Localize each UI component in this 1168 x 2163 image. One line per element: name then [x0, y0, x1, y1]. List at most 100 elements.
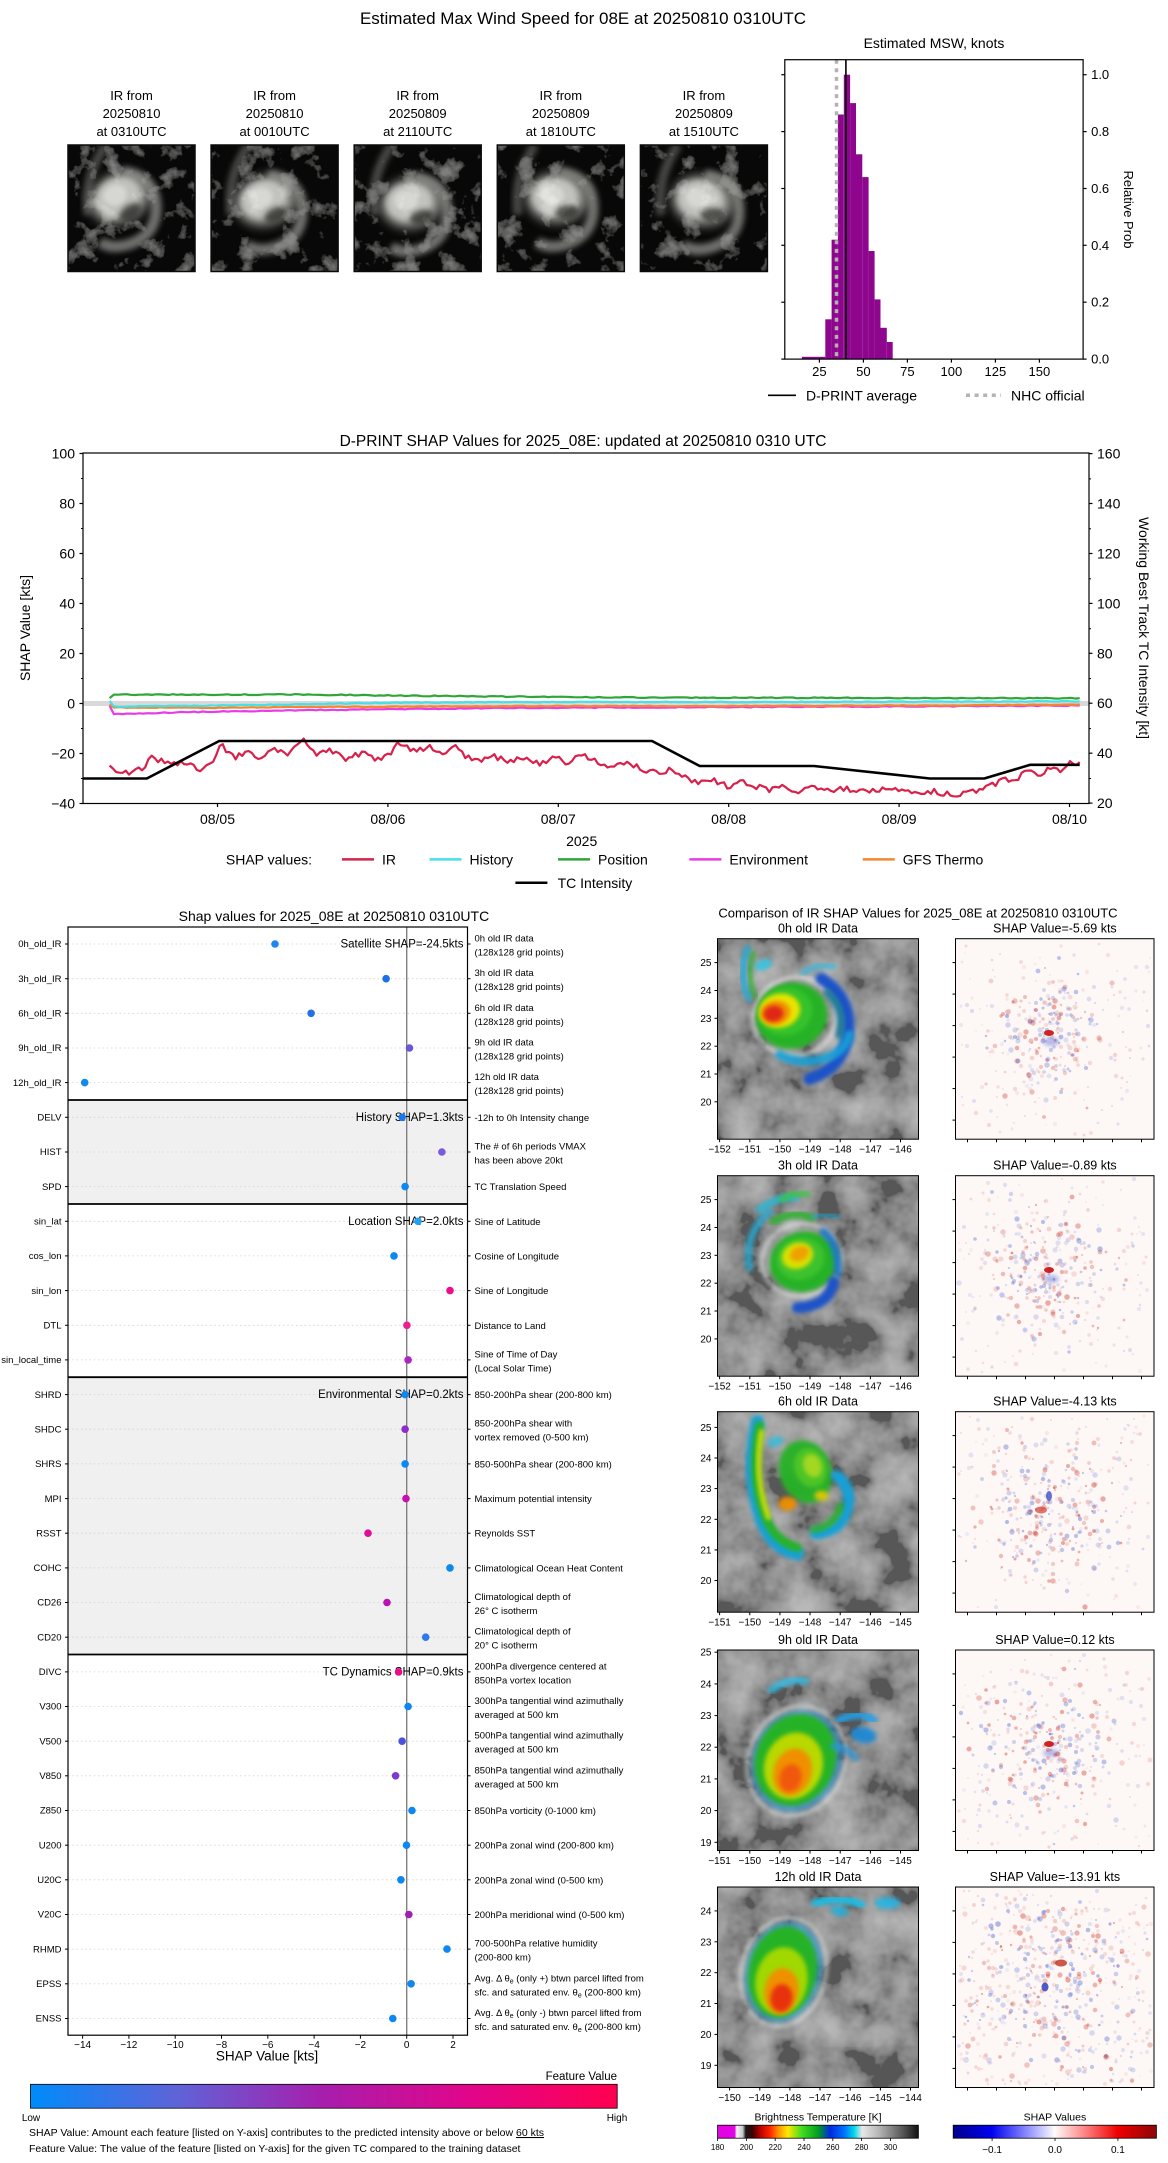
svg-text:220: 220 [769, 2143, 783, 2152]
svg-text:200: 200 [740, 2143, 754, 2152]
svg-text:Low: Low [22, 2113, 41, 2124]
svg-text:averaged at 500 km: averaged at 500 km [475, 1779, 559, 1790]
svg-text:V20C: V20C [38, 1910, 62, 1921]
svg-text:(128x128 grid points): (128x128 grid points) [475, 1052, 564, 1063]
svg-text:History SHAP=1.3kts: History SHAP=1.3kts [356, 1112, 464, 1124]
svg-text:Avg. Δ θe (only +) btwn parcel: Avg. Δ θe (only +) btwn parcel lifted fr… [475, 1973, 644, 1985]
svg-text:Climatological Ocean Heat Cont: Climatological Ocean Heat Content [475, 1563, 624, 1574]
svg-text:(128x128 grid points): (128x128 grid points) [475, 948, 564, 959]
svg-text:MPI: MPI [45, 1494, 62, 1505]
svg-text:−147: −147 [809, 2093, 832, 2104]
svg-text:300hPa tangential wind azimuth: 300hPa tangential wind azimuthally [475, 1696, 624, 1707]
svg-text:V300: V300 [39, 1702, 61, 1713]
svg-text:SHRD: SHRD [35, 1390, 62, 1401]
svg-text:2: 2 [450, 2040, 456, 2051]
svg-text:−148: −148 [829, 1382, 852, 1393]
svg-text:Feature Value: The value of th: Feature Value: The value of the feature … [29, 2143, 521, 2155]
svg-text:200hPa zonal wind (200-800 km): 200hPa zonal wind (200-800 km) [475, 1841, 614, 1852]
svg-text:−151: −151 [739, 1145, 762, 1156]
svg-text:0h old IR data: 0h old IR data [475, 934, 535, 945]
svg-text:−20: −20 [51, 746, 75, 762]
svg-text:−40: −40 [51, 796, 75, 812]
svg-text:22: 22 [700, 1042, 712, 1053]
svg-text:CD26: CD26 [37, 1598, 61, 1609]
svg-text:(Local Solar Time): (Local Solar Time) [475, 1363, 552, 1374]
svg-text:−148: −148 [779, 2093, 802, 2104]
svg-text:−144: −144 [899, 2093, 922, 2104]
svg-text:cos_lon: cos_lon [29, 1251, 62, 1262]
svg-text:80: 80 [1097, 645, 1113, 661]
svg-text:Brightness Temperature [K]: Brightness Temperature [K] [754, 2112, 881, 2124]
svg-text:24: 24 [700, 1454, 712, 1465]
svg-text:at 1810UTC: at 1810UTC [526, 124, 596, 139]
svg-text:(128x128 grid points): (128x128 grid points) [475, 1086, 564, 1097]
svg-text:−146: −146 [839, 2093, 862, 2104]
svg-text:160: 160 [1097, 446, 1121, 462]
svg-text:D-PRINT SHAP Values for 2025_0: D-PRINT SHAP Values for 2025_08E: update… [340, 433, 827, 450]
svg-text:40: 40 [1097, 745, 1113, 761]
svg-text:TC Intensity: TC Intensity [558, 875, 633, 891]
svg-text:−145: −145 [869, 2093, 892, 2104]
svg-text:280: 280 [855, 2143, 869, 2152]
svg-text:−147: −147 [859, 1145, 882, 1156]
svg-text:SHAP Value=-5.69 kts: SHAP Value=-5.69 kts [993, 922, 1117, 936]
svg-text:08/07: 08/07 [541, 811, 576, 827]
svg-text:24: 24 [700, 1223, 712, 1234]
svg-text:23: 23 [700, 1711, 712, 1722]
svg-text:08/08: 08/08 [711, 811, 746, 827]
svg-text:−148: −148 [829, 1145, 852, 1156]
svg-text:08/06: 08/06 [370, 811, 405, 827]
svg-text:Reynolds SST: Reynolds SST [475, 1529, 536, 1540]
svg-text:−150: −150 [718, 2093, 741, 2104]
svg-text:20: 20 [700, 2030, 712, 2041]
svg-text:0h_old_IR: 0h_old_IR [18, 939, 61, 950]
svg-text:21: 21 [700, 1307, 712, 1318]
svg-text:40: 40 [59, 596, 75, 612]
svg-text:0.2: 0.2 [1091, 295, 1109, 310]
svg-text:20: 20 [700, 1806, 712, 1817]
svg-text:3h old IR Data: 3h old IR Data [778, 1159, 858, 1173]
svg-text:−148: −148 [799, 1618, 822, 1629]
svg-text:V500: V500 [39, 1736, 61, 1747]
svg-text:ENSS: ENSS [36, 2014, 62, 2025]
svg-text:−146: −146 [889, 1382, 912, 1393]
svg-text:−150: −150 [769, 1145, 792, 1156]
svg-text:Estimated MSW, knots: Estimated MSW, knots [864, 35, 1005, 51]
svg-text:−149: −149 [799, 1382, 822, 1393]
svg-text:-12h to 0h Intensity change: -12h to 0h Intensity change [475, 1113, 590, 1124]
svg-text:EPSS: EPSS [36, 1979, 61, 1990]
svg-text:Z850: Z850 [40, 1806, 62, 1817]
svg-text:120: 120 [1097, 546, 1121, 562]
svg-text:COHC: COHC [34, 1563, 62, 1574]
svg-text:0h old IR Data: 0h old IR Data [778, 922, 858, 936]
svg-text:−147: −147 [829, 1856, 852, 1867]
svg-text:19: 19 [700, 1838, 712, 1849]
svg-text:−10: −10 [167, 2040, 184, 2051]
svg-text:22: 22 [700, 1515, 712, 1526]
svg-text:Sine of Time of Day: Sine of Time of Day [475, 1349, 558, 1360]
svg-text:−146: −146 [889, 1145, 912, 1156]
svg-text:IR from: IR from [683, 88, 726, 103]
svg-text:9h_old_IR: 9h_old_IR [18, 1043, 61, 1054]
svg-text:−147: −147 [859, 1382, 882, 1393]
svg-text:25: 25 [700, 1648, 712, 1659]
svg-text:24: 24 [700, 1906, 712, 1917]
svg-text:U20C: U20C [37, 1875, 61, 1886]
svg-text:100: 100 [52, 446, 76, 462]
svg-text:−147: −147 [829, 1618, 852, 1629]
svg-text:25: 25 [700, 1423, 712, 1434]
svg-text:20: 20 [59, 646, 75, 662]
svg-text:TC Translation Speed: TC Translation Speed [475, 1182, 567, 1193]
svg-text:25: 25 [700, 958, 712, 969]
svg-text:08/10: 08/10 [1052, 811, 1087, 827]
svg-text:20250810: 20250810 [246, 106, 304, 121]
svg-text:12h old IR Data: 12h old IR Data [775, 1870, 862, 1884]
svg-text:60: 60 [59, 546, 75, 562]
svg-text:Satellite SHAP=-24.5kts: Satellite SHAP=-24.5kts [340, 939, 463, 951]
svg-text:3h old IR data: 3h old IR data [475, 968, 535, 979]
svg-text:−149: −149 [769, 1856, 792, 1867]
svg-text:−8: −8 [216, 2040, 228, 2051]
svg-text:25: 25 [700, 1195, 712, 1206]
svg-text:−14: −14 [74, 2040, 91, 2051]
svg-text:History: History [470, 852, 514, 868]
